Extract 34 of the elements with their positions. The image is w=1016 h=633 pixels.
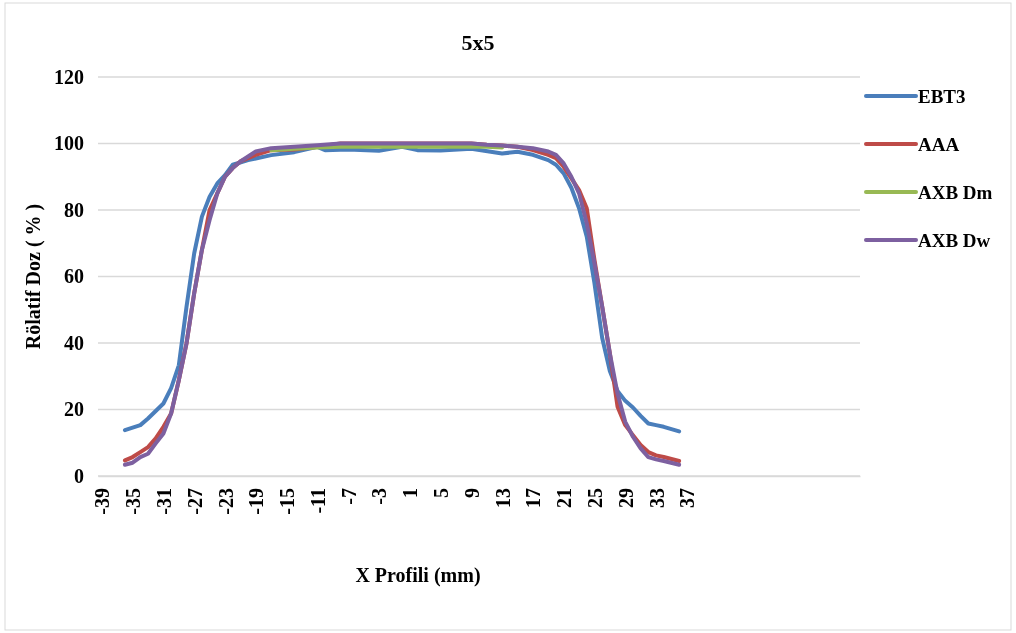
chart-title: 5x5 (461, 30, 495, 55)
x-tick-label: 5 (430, 488, 453, 498)
x-tick-label: -39 (91, 488, 114, 515)
legend-label: AXB Dw (918, 229, 991, 251)
y-axis-title: Rölatif Doz ( % ) (22, 203, 45, 350)
x-tick-label: -11 (306, 488, 329, 514)
legend-label: EBT3 (918, 85, 966, 107)
y-tick-label: 0 (74, 464, 84, 487)
x-tick-label: 33 (645, 488, 668, 508)
x-tick-label: 37 (676, 488, 699, 508)
y-tick-label: 40 (64, 331, 84, 354)
y-tick-label: 20 (64, 398, 84, 421)
x-tick-label: 21 (553, 488, 576, 508)
x-tick-label: -19 (245, 488, 268, 515)
x-tick-label: -31 (152, 488, 175, 515)
x-tick-label: -35 (122, 488, 145, 515)
y-tick-label: 100 (54, 132, 84, 155)
x-tick-label: 1 (399, 488, 422, 498)
x-tick-label: 25 (583, 488, 606, 508)
x-tick-label: 17 (522, 488, 545, 508)
legend-label: AXB Dm (918, 181, 993, 203)
y-tick-label: 80 (64, 198, 84, 221)
legend-label: AAA (918, 133, 960, 155)
x-tick-label: -27 (183, 488, 206, 515)
y-tick-label: 60 (64, 265, 84, 288)
x-tick-label: 9 (460, 488, 483, 498)
x-tick-label: -7 (337, 488, 360, 505)
x-axis-title: X Profili (mm) (355, 564, 481, 587)
x-tick-label: -3 (368, 488, 391, 505)
x-tick-label: -15 (276, 488, 299, 515)
y-tick-label: 120 (54, 65, 84, 88)
x-tick-label: 13 (491, 488, 514, 508)
x-tick-label: 29 (614, 488, 637, 508)
x-tick-label: -23 (214, 488, 237, 515)
